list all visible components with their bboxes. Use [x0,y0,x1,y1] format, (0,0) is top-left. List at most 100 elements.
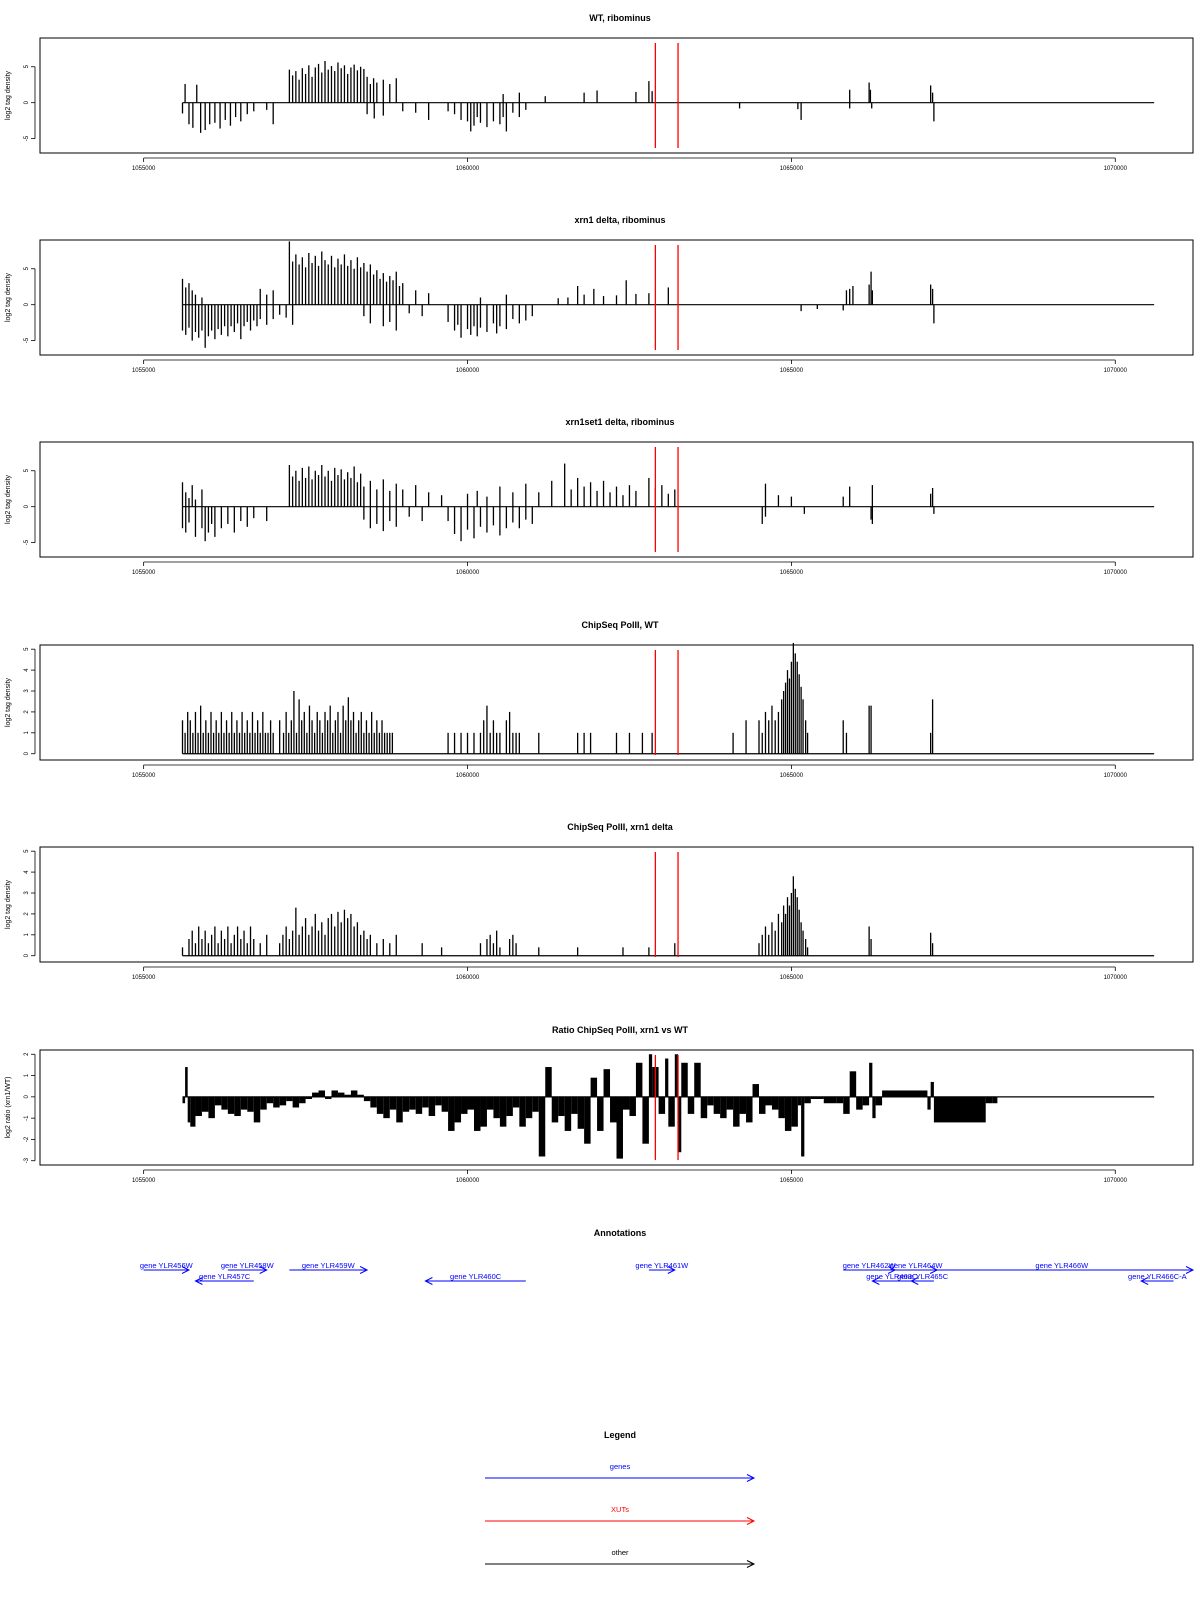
ratio-bar [616,1096,623,1159]
ratio-bar [499,1096,507,1127]
ratio-bar [376,1096,384,1114]
arrow-head [1140,1277,1149,1285]
ratio-bar [642,1096,649,1144]
y-tick-label: -2 [24,1136,30,1142]
arrow-head [424,1277,433,1285]
ratio-bar [665,1058,669,1097]
gene-label: gene YLR462W [843,1261,897,1270]
ratio-bar [726,1096,734,1110]
ratio-bar [668,1096,675,1127]
ratio-bar [635,1062,643,1097]
ratio-bar [461,1096,468,1114]
x-tick-label: 1065000 [780,570,804,576]
ratio-bar [305,1096,313,1099]
ratio-bar [872,1096,876,1119]
y-tick-label: -5 [24,539,30,545]
ratio-bar [804,1096,811,1104]
ratio-bar [234,1096,241,1117]
ratio-bar [597,1096,604,1131]
annotations-title: Annotations [594,1228,647,1238]
x-tick-label: 1065000 [780,1178,804,1184]
ratio-bar [441,1096,449,1112]
ratio-bar [350,1090,358,1097]
arrow-head [667,1266,676,1274]
ratio-bar [694,1062,701,1097]
ratio-bar [658,1096,666,1114]
ratio-bar [435,1096,442,1106]
legend: Legend genes XUTs other [485,1430,756,1568]
legend-label: genes [610,1462,631,1471]
ratio-bar [187,1096,191,1123]
ratio-bar [331,1090,338,1097]
ratio-bar [678,1096,682,1153]
ratio-bar [739,1096,747,1114]
ratio-bar [260,1096,267,1110]
ratio-bar [856,1096,863,1110]
ratio-bar [253,1096,261,1123]
ratio-bar [765,1096,772,1106]
ratio-bar [532,1096,539,1112]
track-title: xrn1set1 delta, ribominus [565,417,674,427]
gene-label: gene YLR460C [450,1272,502,1281]
ratio-bar [525,1096,533,1119]
x-tick-label: 1065000 [780,975,804,981]
ratio-bar [538,1096,546,1157]
y-axis-label: log2 tag density [5,879,12,929]
ratio-bar [208,1096,215,1119]
plot-box [39,1049,1194,1166]
track-panel: xrn1set1 delta, ribominus -5 0 5 log2 tag de… [5,417,1194,576]
gene-label: gene YLR459W [302,1261,356,1270]
ratio-bar [784,1096,792,1131]
ratio-bar [286,1096,293,1102]
ratio-bar [240,1096,248,1110]
x-tick-label: 1060000 [456,773,480,779]
ratio-bar [201,1096,209,1112]
ratio-bar [357,1094,364,1097]
ratio-bar [318,1090,326,1097]
y-axis-label: log2 tag density [5,70,12,120]
x-tick-label: 1065000 [780,773,804,779]
ratio-bar [415,1096,423,1114]
ratio-bar [214,1096,222,1106]
track-panel: WT, ribominus -5 0 5 log2 tag density 1055000… [5,13,1194,172]
y-tick-label: 1 [24,932,30,936]
arrow-head [746,1474,756,1482]
ratio-bar [221,1096,228,1110]
x-tick-label: 1070000 [1104,570,1128,576]
y-tick-label: -5 [24,135,30,141]
arrow-head [746,1560,756,1568]
plot-box [39,846,1194,963]
y-tick-label: -3 [24,1157,30,1163]
ratio-bar [325,1096,332,1099]
x-tick-label: 1055000 [132,570,156,576]
y-tick-label: 3 [24,689,30,693]
ratio-bar [486,1096,494,1110]
y-tick-label: 0 [24,1095,30,1099]
x-tick-label: 1055000 [132,773,156,779]
ratio-bar [227,1096,235,1114]
plot-box [39,644,1194,761]
y-tick-label: 2 [24,710,30,714]
ratio-bar [396,1096,403,1123]
ratio-bar [622,1096,630,1110]
y-tick-label: 0 [24,100,30,104]
ratio-bar [933,1096,983,1123]
ratio-bar [312,1092,319,1097]
ratio-bar [383,1096,390,1119]
ratio-bar [448,1096,455,1131]
ratio-bar [564,1096,572,1131]
y-tick-label: 5 [24,64,30,68]
y-tick-label: 0 [24,751,30,755]
x-tick-label: 1070000 [1104,773,1128,779]
ratio-bar [771,1096,779,1110]
gene-label: gene YLR457C [199,1272,251,1281]
annotations-track: Annotations gene YLR456W gene YLR457C gene … [140,1228,1195,1285]
ratio-bar [707,1096,714,1106]
arrow-head [746,1517,756,1525]
ratio-bar [402,1096,410,1112]
arrow-head [194,1277,203,1285]
track-panel: xrn1 delta, ribominus -5 0 5 log2 tag densit… [5,215,1194,374]
track-title: xrn1 delta, ribominus [574,215,665,225]
ratio-bar [195,1096,202,1117]
ratio-bar [409,1096,416,1110]
